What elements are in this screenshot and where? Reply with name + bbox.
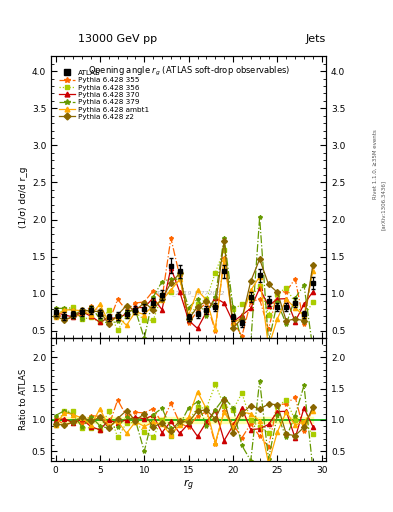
Text: Rivet 1.1.0, ≥35M events: Rivet 1.1.0, ≥35M events [373, 129, 378, 199]
Text: 13000 GeV pp: 13000 GeV pp [78, 33, 158, 44]
Y-axis label: Ratio to ATLAS: Ratio to ATLAS [19, 369, 28, 430]
Y-axis label: (1/σ) dσ/d r_g: (1/σ) dσ/d r_g [19, 166, 28, 228]
Text: [arXiv:1306.3436]: [arXiv:1306.3436] [381, 180, 386, 230]
Legend: ATLAS, Pythia 6.428 355, Pythia 6.428 356, Pythia 6.428 370, Pythia 6.428 379, P: ATLAS, Pythia 6.428 355, Pythia 6.428 35… [57, 69, 150, 121]
Text: ATLAS_2019_I1772062: ATLAS_2019_I1772062 [153, 290, 224, 296]
Text: Opening angle $r_g$ (ATLAS soft-drop observables): Opening angle $r_g$ (ATLAS soft-drop obs… [88, 65, 290, 78]
Text: Jets: Jets [306, 33, 326, 44]
X-axis label: $r_g$: $r_g$ [183, 477, 194, 493]
